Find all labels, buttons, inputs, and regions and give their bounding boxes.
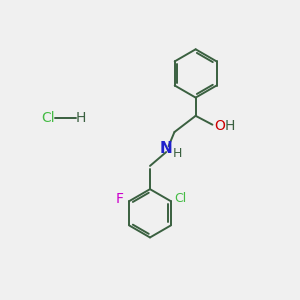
Text: F: F [116, 192, 124, 206]
Text: Cl: Cl [174, 192, 187, 206]
Text: N: N [160, 141, 172, 156]
Text: Cl: Cl [42, 111, 55, 124]
Text: H: H [173, 147, 182, 160]
Text: H: H [225, 118, 235, 133]
Text: O: O [214, 118, 225, 133]
Text: H: H [76, 111, 86, 124]
